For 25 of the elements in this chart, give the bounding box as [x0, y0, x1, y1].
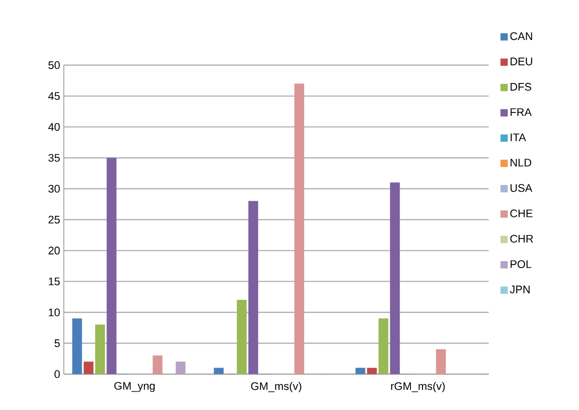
y-tick-label: 0 [54, 370, 60, 378]
y-tick-label: 5 [54, 339, 60, 348]
y-tick-label: 20 [48, 246, 60, 254]
legend-label: CHE [510, 209, 532, 218]
y-tick-label: 50 [48, 61, 60, 70]
y-tick-label: 15 [48, 278, 60, 286]
x-tick-label: rGM_ms(v) [391, 382, 445, 392]
legend-label: JPN [510, 286, 530, 294]
x-tick-label: GM_ms(v) [251, 382, 302, 392]
y-tick-label: 40 [48, 123, 60, 131]
y-tick-label: 10 [48, 308, 60, 316]
y-tick-label: 30 [48, 184, 60, 193]
legend-label: CHR [510, 234, 534, 243]
legend-label: DEU [510, 58, 532, 66]
legend-label: POL [510, 260, 532, 268]
legend-label: ITA [510, 134, 526, 142]
y-tick-label: 25 [48, 216, 60, 224]
legend-label: NLD [510, 158, 532, 166]
legend-label: USA [510, 184, 532, 192]
y-tick-label: 45 [48, 92, 60, 100]
legend-label: FRA [510, 108, 532, 116]
y-tick-label: 35 [48, 154, 60, 162]
legend-label: CAN [510, 32, 532, 40]
x-tick-label: GM_yng [114, 382, 155, 392]
legend-label: DFS [510, 82, 532, 91]
